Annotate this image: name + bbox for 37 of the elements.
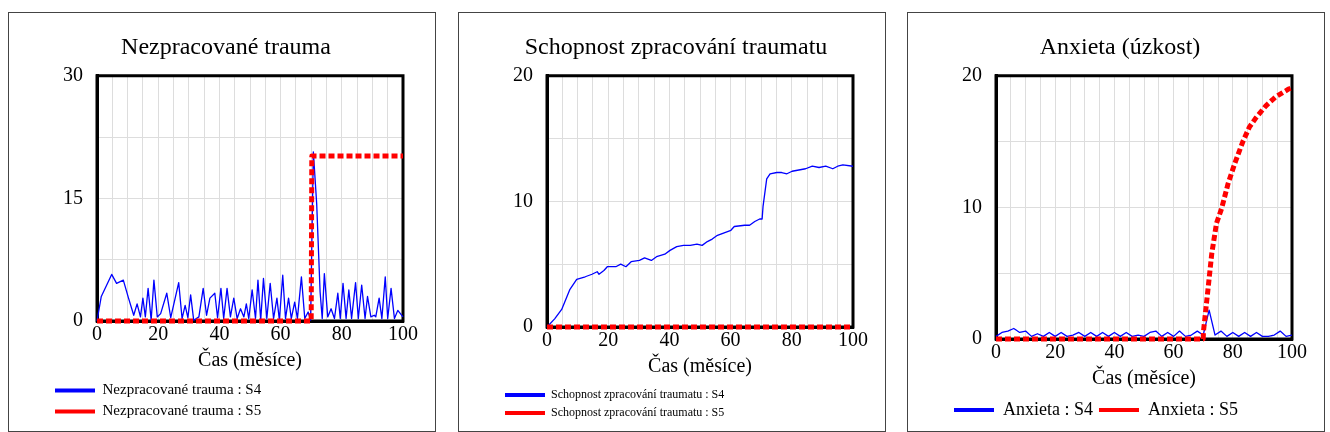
x-tick-label: 80	[1222, 340, 1243, 363]
x-tick-label: 40	[209, 322, 230, 345]
x-tick-label: 60	[270, 322, 291, 345]
x-tick-label: 20	[148, 322, 169, 345]
legend-label: Schopnost zpracování traumatu : S5	[551, 405, 725, 420]
x-tick-label: 0	[92, 322, 102, 345]
chart-title: Nezpracované trauma	[121, 32, 332, 59]
x-tick-label: 20	[598, 328, 619, 351]
x-tick-label: 40	[1104, 340, 1125, 363]
y-tick-label: 10	[962, 194, 982, 217]
chart-title: Anxieta (úzkost)	[1039, 32, 1201, 59]
x-tick-label: 100	[838, 328, 868, 351]
x-tick-label: 40	[659, 328, 680, 351]
y-tick-label: 20	[962, 63, 982, 86]
legend-label: Nezpracované trauma : S4	[102, 381, 262, 398]
legend-label: Nezpracované trauma : S5	[102, 402, 262, 419]
y-tick-label: 15	[63, 185, 83, 208]
legend-label: Schopnost zpracování traumatu : S4	[551, 387, 725, 402]
y-tick-label: 20	[513, 63, 533, 86]
x-axis-title: Čas (měsíce)	[198, 347, 302, 372]
x-tick-label: 0	[991, 340, 1001, 363]
x-tick-label: 100	[1277, 340, 1307, 363]
x-tick-label: 100	[388, 322, 418, 345]
chart-title: Schopnost zpracování traumatu	[524, 32, 828, 59]
legend-label: Anxieta : S5	[1147, 398, 1238, 419]
x-tick-label: 20	[1045, 340, 1066, 363]
x-tick-label: 80	[331, 322, 352, 345]
y-tick-label: 0	[73, 308, 83, 331]
x-tick-label: 60	[720, 328, 741, 351]
x-axis-title: Čas (měsíce)	[648, 353, 752, 378]
x-tick-label: 0	[542, 328, 552, 351]
x-tick-label: 60	[1163, 340, 1184, 363]
y-tick-label: 30	[63, 63, 83, 86]
legend-label: Anxieta : S4	[1003, 398, 1093, 419]
x-tick-label: 80	[781, 328, 802, 351]
x-axis-title: Čas (měsíce)	[1092, 365, 1196, 390]
y-tick-label: 10	[513, 188, 533, 211]
